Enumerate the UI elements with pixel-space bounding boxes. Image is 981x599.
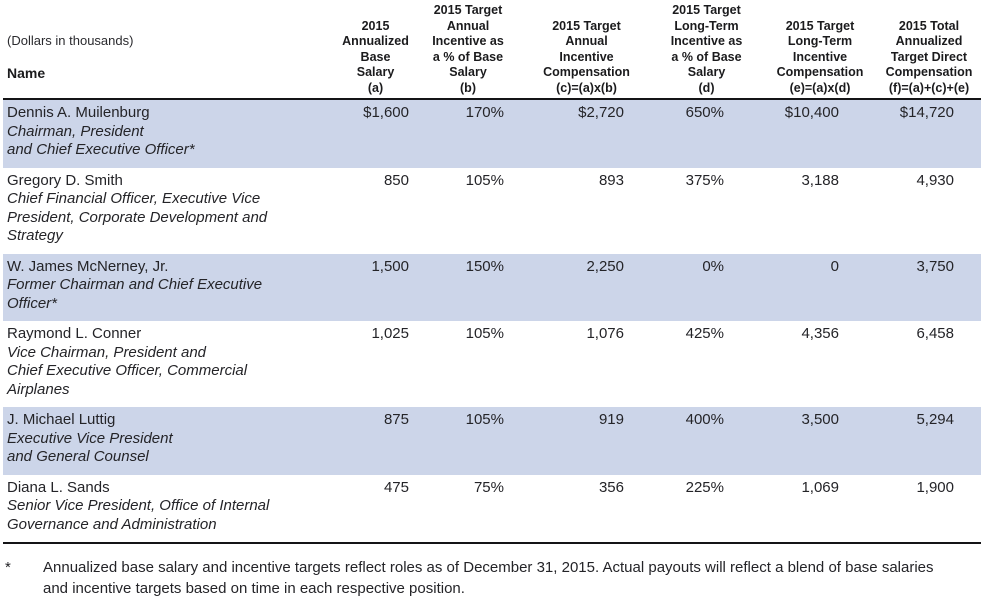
value-cell: $1,600 [339, 99, 412, 168]
value-cell: 3,188 [801, 171, 839, 189]
value-cell: 0% [649, 253, 764, 321]
column-header: 2015 Annualized Base Salary (a) [339, 0, 412, 100]
value-cell: $2,720 [524, 99, 649, 168]
name-cell: W. James McNerney, Jr. Former Chairman a… [3, 253, 339, 321]
table-row: Gregory D. Smith Chief Financial Officer… [3, 168, 981, 254]
executive-name: J. Michael Luttig [7, 411, 116, 428]
name-column-header: (Dollars in thousands) Name [3, 0, 339, 100]
value-cell: 105% [412, 407, 524, 475]
table-row: W. James McNerney, Jr. Former Chairman a… [3, 253, 981, 321]
value-cell: 5,294 [876, 407, 981, 475]
value-cell: 170% [412, 99, 524, 168]
executive-title: Former Chairman and Chief Executive Offi… [7, 276, 263, 312]
executive-title: Chief Financial Officer, Executive Vice … [7, 190, 268, 244]
value-cell: 6,458 [916, 325, 954, 342]
table-header: (Dollars in thousands) Name 2015 Annuali… [3, 0, 981, 100]
value-cell: 105% [465, 171, 504, 189]
name-cell: Diana L. Sands Senior Vice President, Of… [3, 474, 339, 544]
executive-name: Diana L. Sands [7, 478, 110, 496]
value-cell: 0 [764, 253, 876, 321]
value-cell: 2,250 [524, 253, 649, 321]
name-header-label: Name [7, 64, 46, 81]
value-cell: 3,500 [764, 407, 876, 475]
value-cell: 850 [383, 171, 409, 189]
executive-name: Dennis A. Muilenburg [7, 104, 150, 121]
value-cell: 75% [412, 474, 524, 544]
value-cell: 1,076 [586, 325, 624, 342]
table-body: Dennis A. Muilenburg Chairman, President… [3, 99, 981, 544]
column-header: 2015 Target Annual Incentive as a % of B… [412, 0, 524, 100]
column-header: 2015 Target Long-Term Incentive as a % o… [649, 0, 764, 100]
executive-name: Gregory D. Smith [7, 171, 123, 189]
target-compensation-table: (Dollars in thousands) Name 2015 Annuali… [3, 0, 981, 544]
value-cell: 105% [465, 325, 504, 342]
value-cell: 475 [339, 474, 412, 544]
value-cell: $14,720 [876, 99, 981, 168]
executive-title: Chairman, President and Chief Executive … [7, 122, 195, 159]
units-note: (Dollars in thousands) [7, 33, 134, 48]
table-row: Dennis A. Muilenburg Chairman, President… [3, 99, 981, 168]
table-row: J. Michael Luttig Executive Vice Preside… [3, 407, 981, 475]
table-row: Raymond L. Conner Vice Chairman, Preside… [3, 321, 981, 407]
footnote-text: Annualized base salary and incentive tar… [43, 559, 934, 597]
footnote-asterisk: * [5, 559, 11, 576]
value-cell: 875 [339, 407, 412, 475]
executive-title: Senior Vice President, Office of Interna… [7, 497, 270, 533]
value-cell: 1,900 [876, 474, 981, 544]
executive-title: Executive Vice President and General Cou… [7, 429, 173, 466]
value-cell: 400% [649, 407, 764, 475]
name-cell: Raymond L. Conner Vice Chairman, Preside… [3, 321, 339, 407]
value-cell: 3,750 [876, 253, 981, 321]
executive-name: W. James McNerney, Jr. [7, 257, 169, 275]
column-header: 2015 Target Long-Term Incentive Compensa… [764, 0, 876, 100]
value-cell: 4,356 [801, 325, 839, 342]
table-header-row: (Dollars in thousands) Name 2015 Annuali… [3, 0, 981, 100]
executive-title: Vice Chairman, President and Chief Execu… [7, 343, 248, 398]
value-cell: 425% [685, 325, 724, 342]
value-cell: 1,025 [371, 325, 409, 342]
executive-name: Raymond L. Conner [7, 325, 142, 342]
value-cell: 225% [649, 474, 764, 544]
name-cell: Dennis A. Muilenburg Chairman, President… [3, 99, 339, 168]
value-cell: 919 [524, 407, 649, 475]
footnote: * Annualized base salary and incentive t… [0, 557, 981, 599]
value-cell: 4,930 [916, 171, 954, 189]
value-cell: 893 [598, 171, 624, 189]
value-cell: 1,500 [339, 253, 412, 321]
name-cell: Gregory D. Smith Chief Financial Officer… [3, 168, 339, 254]
value-cell: 1,069 [764, 474, 876, 544]
table-row: Diana L. Sands Senior Vice President, Of… [3, 474, 981, 544]
column-header: 2015 Target Annual Incentive Compensatio… [524, 0, 649, 100]
value-cell: 356 [524, 474, 649, 544]
value-cell: 150% [412, 253, 524, 321]
value-cell: 375% [685, 171, 724, 189]
value-cell: 650% [649, 99, 764, 168]
name-cell: J. Michael Luttig Executive Vice Preside… [3, 407, 339, 475]
value-cell: $10,400 [764, 99, 876, 168]
column-header: 2015 Total Annualized Target Direct Comp… [876, 0, 981, 100]
